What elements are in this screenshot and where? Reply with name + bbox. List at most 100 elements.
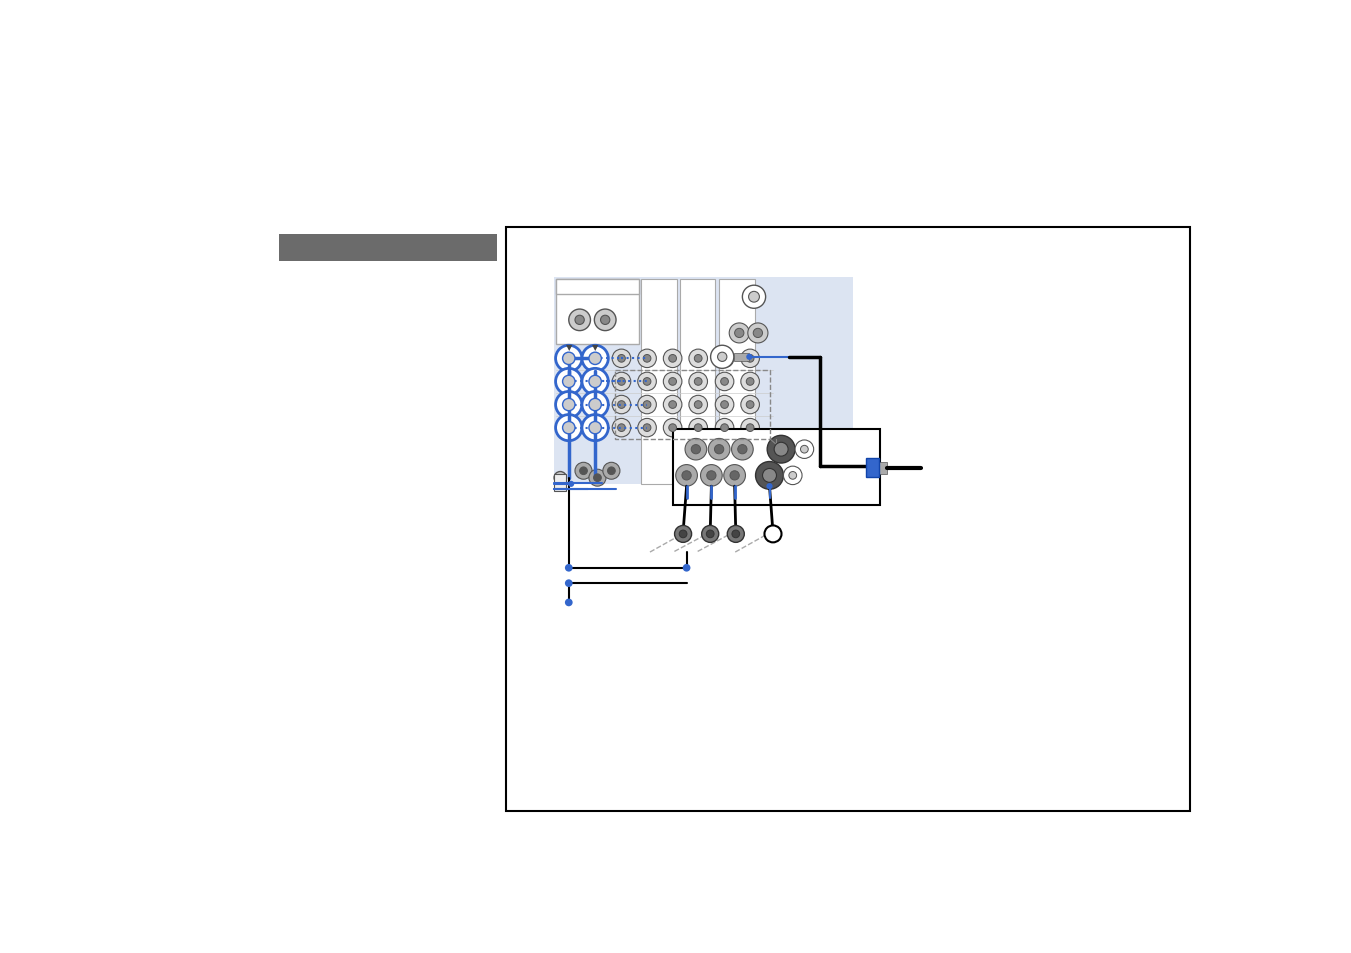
Circle shape — [565, 598, 573, 607]
Circle shape — [682, 564, 690, 572]
Circle shape — [643, 401, 651, 409]
Circle shape — [638, 395, 657, 415]
Circle shape — [720, 424, 728, 432]
Circle shape — [617, 424, 626, 432]
Circle shape — [617, 401, 626, 409]
Circle shape — [784, 467, 802, 485]
Bar — [555, 280, 639, 344]
Circle shape — [554, 472, 566, 484]
Circle shape — [701, 465, 723, 487]
Circle shape — [555, 392, 582, 418]
Bar — [673, 430, 881, 505]
Circle shape — [638, 419, 657, 437]
Circle shape — [562, 353, 576, 365]
Circle shape — [589, 470, 607, 487]
Circle shape — [555, 369, 582, 395]
Circle shape — [589, 399, 601, 412]
Circle shape — [740, 395, 759, 415]
Circle shape — [727, 526, 744, 543]
Circle shape — [612, 419, 631, 437]
Bar — [278, 235, 497, 262]
Circle shape — [740, 350, 759, 368]
Circle shape — [746, 355, 754, 363]
Circle shape — [608, 467, 615, 476]
Circle shape — [669, 424, 677, 432]
Circle shape — [612, 395, 631, 415]
Circle shape — [707, 472, 716, 480]
Circle shape — [731, 439, 754, 460]
Circle shape — [720, 355, 728, 363]
Circle shape — [740, 373, 759, 392]
Circle shape — [694, 355, 703, 363]
Circle shape — [593, 475, 601, 482]
Circle shape — [715, 373, 734, 392]
Bar — [640, 280, 677, 484]
Circle shape — [555, 416, 582, 441]
Circle shape — [715, 350, 734, 368]
Circle shape — [589, 353, 601, 365]
Bar — [554, 278, 854, 484]
Circle shape — [715, 395, 734, 415]
Circle shape — [701, 526, 719, 543]
Circle shape — [582, 416, 608, 441]
Circle shape — [689, 419, 708, 437]
Circle shape — [562, 422, 576, 435]
Circle shape — [612, 350, 631, 368]
Circle shape — [743, 286, 766, 309]
Bar — [507, 228, 1189, 811]
Circle shape — [735, 329, 744, 338]
Bar — [734, 354, 750, 361]
Circle shape — [766, 483, 773, 490]
Circle shape — [669, 378, 677, 386]
Circle shape — [682, 472, 692, 480]
Circle shape — [694, 401, 703, 409]
Circle shape — [617, 355, 626, 363]
Circle shape — [638, 350, 657, 368]
Circle shape — [801, 446, 808, 454]
Circle shape — [569, 310, 590, 332]
Circle shape — [689, 373, 708, 392]
Circle shape — [715, 445, 724, 455]
Circle shape — [748, 324, 767, 344]
Circle shape — [612, 373, 631, 392]
Circle shape — [603, 463, 620, 479]
Circle shape — [730, 472, 739, 480]
Circle shape — [680, 531, 686, 538]
Circle shape — [663, 419, 682, 437]
Circle shape — [708, 439, 730, 460]
Circle shape — [601, 315, 609, 325]
Circle shape — [582, 392, 608, 418]
Circle shape — [663, 373, 682, 392]
Text: ▼: ▼ — [566, 343, 571, 352]
Circle shape — [669, 401, 677, 409]
Circle shape — [762, 469, 777, 483]
Circle shape — [746, 355, 753, 360]
Circle shape — [676, 465, 697, 487]
Circle shape — [562, 399, 576, 412]
Circle shape — [732, 531, 739, 538]
Bar — [555, 280, 639, 295]
Circle shape — [582, 369, 608, 395]
Circle shape — [692, 445, 701, 455]
Circle shape — [754, 329, 762, 338]
Bar — [866, 459, 878, 477]
Bar — [554, 475, 566, 491]
Circle shape — [746, 424, 754, 432]
Circle shape — [555, 346, 582, 372]
Circle shape — [730, 324, 750, 344]
Circle shape — [643, 424, 651, 432]
Circle shape — [715, 419, 734, 437]
Circle shape — [685, 439, 707, 460]
Circle shape — [740, 419, 759, 437]
Circle shape — [562, 375, 576, 388]
Circle shape — [789, 472, 797, 479]
Bar — [719, 280, 755, 484]
Circle shape — [774, 443, 788, 456]
Circle shape — [576, 315, 584, 325]
Circle shape — [720, 378, 728, 386]
Circle shape — [755, 462, 784, 490]
Circle shape — [717, 353, 727, 362]
Circle shape — [694, 424, 703, 432]
Circle shape — [576, 463, 592, 479]
Circle shape — [617, 378, 626, 386]
